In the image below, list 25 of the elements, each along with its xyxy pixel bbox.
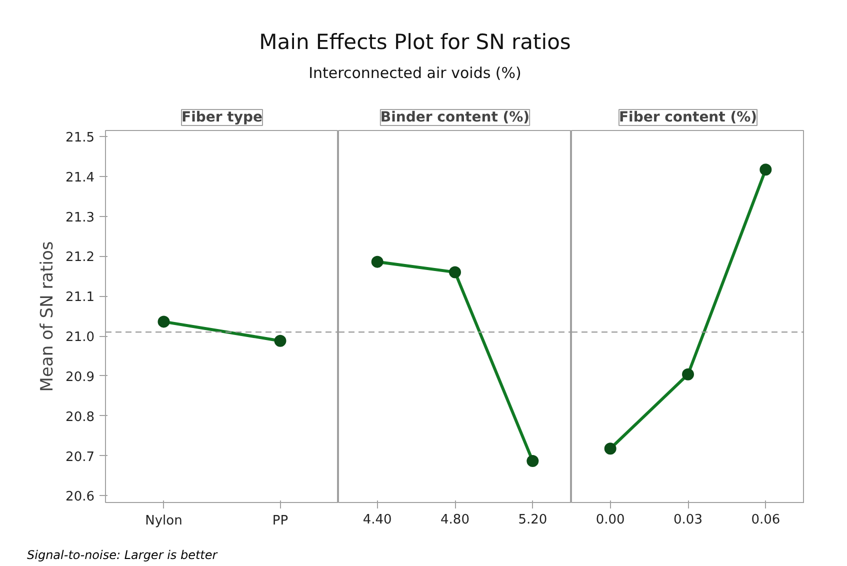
x-tick-label: 4.40 [362,512,392,528]
y-tick-label: 21.1 [66,290,95,306]
x-tick-label: Nylon [145,514,182,528]
y-tick-label: 20.6 [66,490,95,505]
x-axis-title: Fiber type [182,110,263,126]
x-axis-title: Fiber content (%) [618,110,758,126]
x-axis-title: Binder content (%) [380,110,530,126]
y-tick-label: 21.2 [66,250,95,266]
text: Main Effects Plot for SN ratios [258,29,572,56]
y-tick-label: 21.5 [66,130,95,146]
y-axis-title: Mean of SN ratios [38,241,58,392]
y-tick-label: 21.3 [66,210,95,226]
x-tick-label: 5.20 [518,512,548,528]
x-tick-label: 4.80 [440,512,470,528]
text: Interconnected air voids (%) [308,63,522,84]
y-tick-label: 20.9 [66,370,95,385]
x-tick-label: PP [272,514,288,528]
x-tick-label: 0.00 [596,512,625,528]
y-tick-label: 21.0 [66,330,95,346]
y-tick-label: 21.4 [66,170,95,186]
y-tick-label: 20.8 [66,410,95,425]
x-tick-label: 0.03 [674,512,702,528]
x-tick-label: 0.06 [751,512,780,528]
y-tick-label: 20.7 [66,450,95,465]
text: Signal-to-noise: Larger is better [27,547,218,564]
